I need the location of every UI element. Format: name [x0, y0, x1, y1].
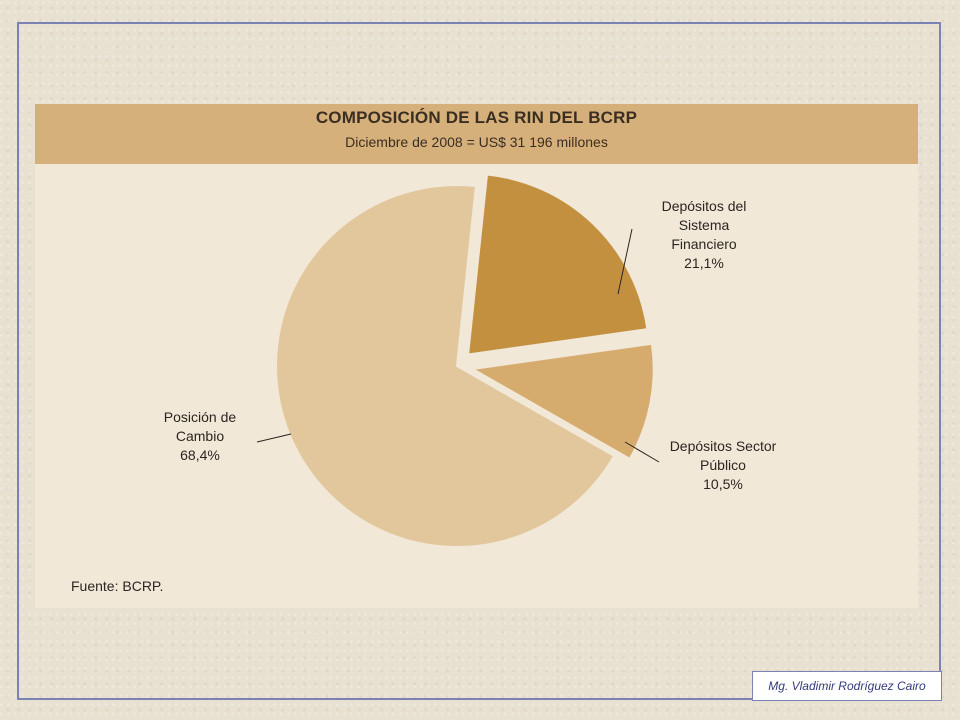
chart-subtitle: Diciembre de 2008 = US$ 31 196 millones [345, 134, 608, 150]
chart-source: Fuente: BCRP. [71, 578, 164, 594]
slice-name-label: Depósitos Sector [670, 438, 777, 454]
slice-label: Depósitos del Sistema Financiero 21,1% [662, 198, 747, 271]
pie-chart: Depósitos del Sistema Financiero 21,1%Depós… [164, 173, 777, 548]
slice-label: Depósitos Sector Público 10,5% [670, 438, 777, 492]
leader-line [617, 228, 633, 295]
pie-slice [469, 342, 655, 461]
slice-value-label: 10,5% [703, 476, 743, 492]
slide-frame [17, 22, 941, 700]
slice-name-label: Público [700, 457, 746, 473]
leader-line [256, 433, 292, 443]
chart-header: COMPOSICIÓN DE LAS RIN DEL BCRP Diciembr… [35, 104, 918, 164]
pie-slice [466, 173, 649, 356]
chart-title: COMPOSICIÓN DE LAS RIN DEL BCRP [315, 108, 638, 127]
slice-label: Posición de Cambio 68,4% [164, 409, 237, 463]
slice-name-label: Sistema [679, 217, 730, 233]
slice-value-label: 68,4% [180, 447, 220, 463]
pie-slice [275, 184, 616, 548]
slice-name-label: Depósitos del [662, 198, 747, 214]
leader-line [624, 441, 660, 463]
chart-panel: COMPOSICIÓN DE LAS RIN DEL BCRP Diciembr… [35, 104, 918, 608]
author-credit: Mg. Vladimir Rodríguez Cairo [752, 671, 942, 701]
slice-name-label: Posición de [164, 409, 237, 425]
slice-name-label: Cambio [176, 428, 224, 444]
slice-value-label: 21,1% [684, 255, 724, 271]
slice-name-label: Financiero [671, 236, 737, 252]
